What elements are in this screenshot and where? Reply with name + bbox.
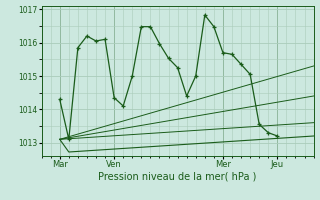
- X-axis label: Pression niveau de la mer( hPa ): Pression niveau de la mer( hPa ): [99, 172, 257, 182]
